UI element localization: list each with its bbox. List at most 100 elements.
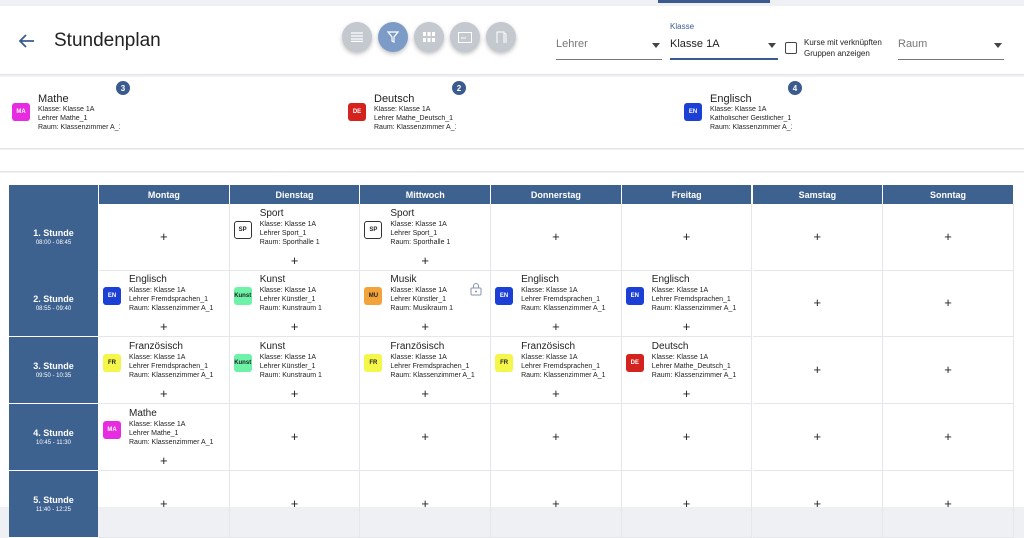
timetable-cell[interactable]: + (491, 471, 622, 538)
grid-view-button[interactable] (414, 22, 444, 52)
back-arrow-icon[interactable] (18, 32, 36, 50)
timetable-cell[interactable]: + (752, 337, 884, 404)
lesson-card[interactable]: SP Sport Klasse: Klasse 1A Lehrer Sport_1 Ra… (232, 208, 358, 254)
lesson-card[interactable]: SP Sport Klasse: Klasse 1A Lehrer Sport_1 Ra… (362, 208, 488, 254)
timetable-cell[interactable]: FR Französisch Klasse: Klasse 1A Lehrer Fre… (99, 337, 230, 404)
lesson-class: Klasse: Klasse 1A (259, 287, 317, 294)
add-lesson-button[interactable]: + (160, 453, 168, 468)
timetable-cell[interactable]: + (491, 404, 622, 471)
lesson-room: Raum: Kunstraum 1 (259, 305, 322, 312)
add-lesson-button[interactable]: + (421, 253, 429, 268)
add-lesson-button[interactable]: + (813, 295, 822, 310)
timetable-cell[interactable]: FR Französisch Klasse: Klasse 1A Lehrer Fre… (491, 337, 622, 404)
course-card[interactable]: EN 4 Englisch Klasse: Klasse 1A Katholischer… (672, 81, 922, 141)
classroom-view-button[interactable] (450, 22, 480, 52)
add-lesson-button[interactable]: + (944, 229, 952, 244)
add-lesson-button[interactable]: + (421, 319, 429, 334)
lesson-card[interactable]: EN Englisch Klasse: Klasse 1A Lehrer Fremds… (493, 274, 619, 320)
timetable-cell[interactable]: + (883, 270, 1014, 337)
add-lesson-button[interactable]: + (160, 319, 168, 334)
timetable-cell[interactable]: + (229, 404, 361, 471)
add-lesson-button[interactable]: + (944, 429, 952, 444)
timetable-cell[interactable]: EN Englisch Klasse: Klasse 1A Lehrer Fremds… (491, 270, 622, 337)
timetable-cell[interactable]: MA Mathe Klasse: Klasse 1A Lehrer Mathe_1 Ra… (99, 404, 230, 471)
lesson-card[interactable]: MA Mathe Klasse: Klasse 1A Lehrer Mathe_1 Ra… (101, 408, 227, 454)
timetable-cell[interactable]: + (752, 270, 884, 337)
add-lesson-button[interactable]: + (290, 253, 299, 268)
lesson-card[interactable]: EN Englisch Klasse: Klasse 1A Lehrer Fremds… (101, 274, 227, 320)
add-lesson-button[interactable]: + (160, 496, 168, 511)
lesson-card[interactable]: FR Französisch Klasse: Klasse 1A Lehrer Fre… (101, 341, 227, 387)
timetable-cell[interactable]: + (883, 471, 1014, 538)
class-select[interactable]: Klasse Klasse 1A (670, 20, 778, 60)
add-lesson-button[interactable]: + (290, 386, 299, 401)
timetable-cell[interactable]: FR Französisch Klasse: Klasse 1A Lehrer Fre… (360, 337, 492, 404)
timetable-cell[interactable]: + (752, 471, 884, 538)
timetable-cell[interactable]: EN Englisch Klasse: Klasse 1A Lehrer Fremds… (621, 270, 753, 337)
add-lesson-button[interactable]: + (813, 496, 822, 511)
add-lesson-button[interactable]: + (421, 496, 429, 511)
add-lesson-button[interactable]: + (813, 229, 822, 244)
lesson-card[interactable]: FR Französisch Klasse: Klasse 1A Lehrer Fre… (493, 341, 619, 387)
course-card[interactable]: DE 2 Deutsch Klasse: Klasse 1A Lehrer Mathe_… (336, 81, 586, 141)
room-select[interactable]: Raum (898, 20, 1004, 60)
add-lesson-button[interactable]: + (682, 319, 691, 334)
add-lesson-button[interactable]: + (421, 429, 429, 444)
timetable-cell[interactable]: + (621, 404, 753, 471)
lesson-card[interactable]: Kunst Kunst Klasse: Klasse 1A Lehrer Künstl… (232, 274, 358, 320)
lesson-card[interactable]: Kunst Kunst Klasse: Klasse 1A Lehrer Künstl… (232, 341, 358, 387)
filter-button[interactable] (378, 22, 408, 52)
add-lesson-button[interactable]: + (552, 319, 560, 334)
add-lesson-button[interactable]: + (421, 386, 429, 401)
add-lesson-button[interactable]: + (682, 496, 691, 511)
add-lesson-button[interactable]: + (682, 229, 691, 244)
timetable-cell[interactable]: + (883, 404, 1014, 471)
timetable-cell[interactable]: + (883, 337, 1014, 404)
add-lesson-button[interactable]: + (552, 429, 560, 444)
add-lesson-button[interactable]: + (290, 319, 299, 334)
add-lesson-button[interactable]: + (944, 496, 952, 511)
add-lesson-button[interactable]: + (813, 429, 822, 444)
lock-icon[interactable] (470, 282, 482, 296)
timetable-cell[interactable]: + (99, 471, 230, 538)
period-name: 4. Stunde (33, 428, 74, 438)
add-lesson-button[interactable]: + (160, 229, 168, 244)
timetable-cell[interactable]: + (491, 204, 622, 271)
timetable-cell[interactable]: + (883, 204, 1014, 271)
timetable-cell[interactable]: + (752, 404, 884, 471)
timetable-cell[interactable]: SP Sport Klasse: Klasse 1A Lehrer Sport_1 Ra… (360, 204, 492, 271)
list-view-button[interactable] (342, 22, 372, 52)
lesson-card[interactable]: MU Musik Klasse: Klasse 1A Lehrer Künstler_… (362, 274, 488, 320)
add-lesson-button[interactable]: + (290, 496, 299, 511)
course-card[interactable]: MA 3 Mathe Klasse: Klasse 1A Lehrer Mathe_1 R… (0, 81, 250, 141)
timetable-cell[interactable]: Kunst Kunst Klasse: Klasse 1A Lehrer Künstl… (229, 337, 361, 404)
add-lesson-button[interactable]: + (813, 362, 822, 377)
add-lesson-button[interactable]: + (944, 295, 952, 310)
timetable-cell[interactable]: + (621, 204, 753, 271)
add-lesson-button[interactable]: + (552, 386, 560, 401)
timetable-cell[interactable]: + (621, 471, 753, 538)
timetable-cell[interactable]: + (360, 471, 492, 538)
linked-courses-checkbox[interactable] (785, 42, 797, 54)
timetable-cell[interactable]: DE Deutsch Klasse: Klasse 1A Lehrer Mathe_D… (621, 337, 753, 404)
add-lesson-button[interactable]: + (552, 229, 560, 244)
timetable-cell[interactable]: + (229, 471, 361, 538)
add-lesson-button[interactable]: + (944, 362, 952, 377)
lesson-card[interactable]: DE Deutsch Klasse: Klasse 1A Lehrer Mathe_D… (624, 341, 750, 387)
lesson-card[interactable]: EN Englisch Klasse: Klasse 1A Lehrer Fremds… (624, 274, 750, 320)
timetable-cell[interactable]: SP Sport Klasse: Klasse 1A Lehrer Sport_1 Ra… (229, 204, 361, 271)
timetable-cell[interactable]: EN Englisch Klasse: Klasse 1A Lehrer Fremds… (99, 270, 230, 337)
timetable-cell[interactable]: + (752, 204, 884, 271)
add-lesson-button[interactable]: + (160, 386, 168, 401)
add-lesson-button[interactable]: + (290, 429, 299, 444)
timetable-cell[interactable]: + (99, 204, 230, 271)
teacher-select[interactable]: Lehrer (556, 20, 662, 60)
timetable-cell[interactable]: Kunst Kunst Klasse: Klasse 1A Lehrer Künstl… (229, 270, 361, 337)
room-view-button[interactable] (486, 22, 516, 52)
timetable-cell[interactable]: + (360, 404, 492, 471)
timetable-cell[interactable]: MU Musik Klasse: Klasse 1A Lehrer Künstler_… (360, 270, 492, 337)
add-lesson-button[interactable]: + (682, 429, 691, 444)
add-lesson-button[interactable]: + (552, 496, 560, 511)
add-lesson-button[interactable]: + (682, 386, 691, 401)
lesson-card[interactable]: FR Französisch Klasse: Klasse 1A Lehrer Fre… (362, 341, 488, 387)
